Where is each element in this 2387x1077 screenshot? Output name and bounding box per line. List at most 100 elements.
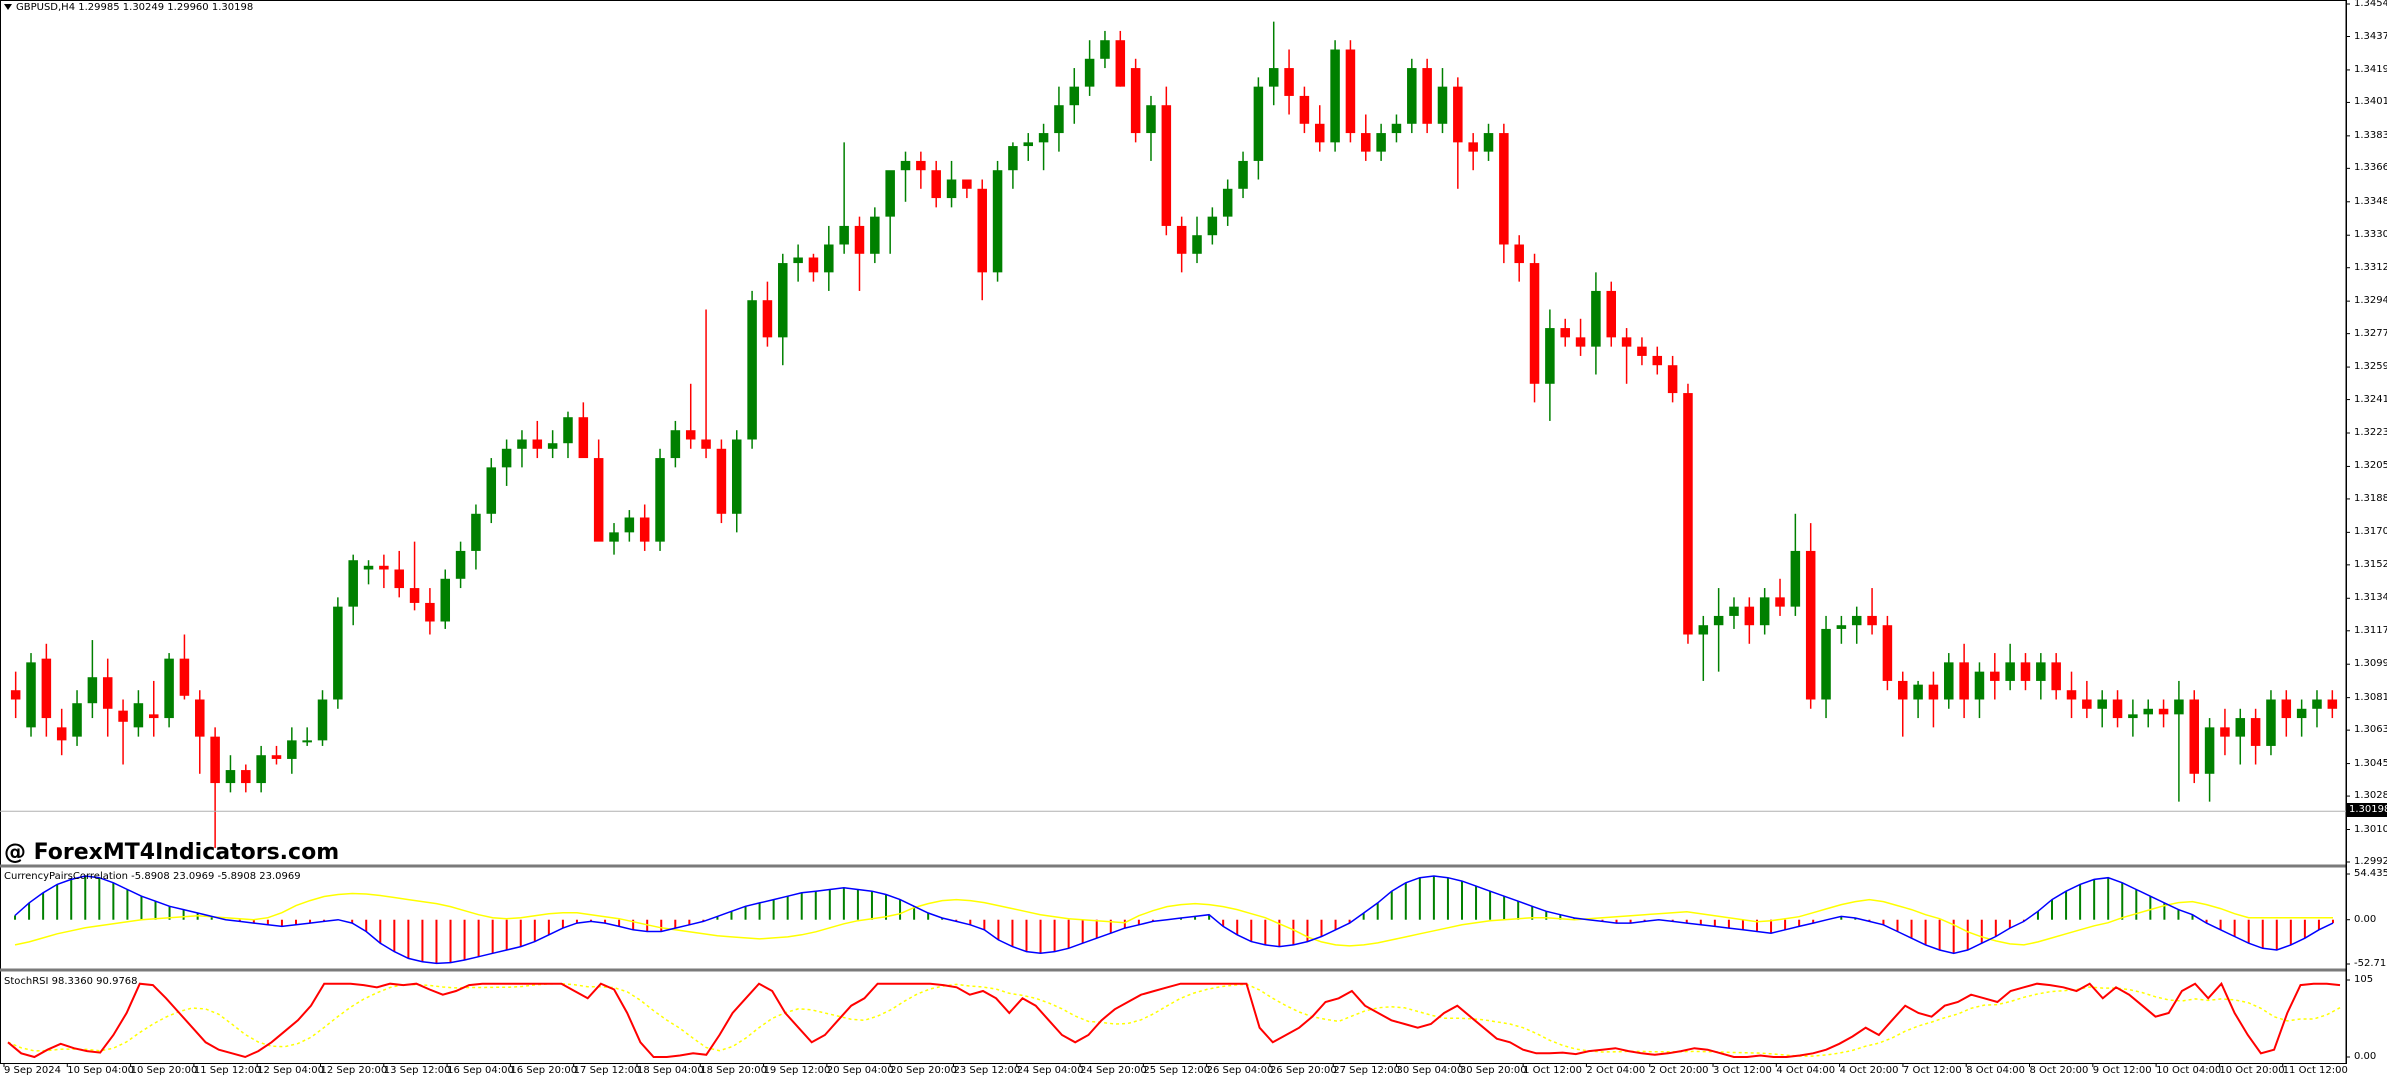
bear-candle bbox=[762, 300, 773, 338]
bull-candle bbox=[824, 244, 834, 273]
time-axis-label: 9 Sep 2024 bbox=[4, 1065, 62, 1076]
price-axis-label: 1.32055 bbox=[2354, 460, 2387, 472]
bear-candle bbox=[1606, 290, 1617, 338]
bull-candle bbox=[2005, 662, 2015, 681]
bull-candle bbox=[317, 699, 328, 741]
time-axis-label: 26 Sep 04:00 bbox=[1206, 1065, 1274, 1076]
bull-candle bbox=[2204, 727, 2215, 774]
bear-candle bbox=[2112, 699, 2123, 719]
time-axis-label: 8 Oct 20:00 bbox=[2029, 1065, 2089, 1076]
bull-candle bbox=[1222, 188, 1233, 217]
time-axis-label: 30 Sep 04:00 bbox=[1396, 1065, 1464, 1076]
bull-candle bbox=[256, 755, 266, 784]
bull-candle bbox=[870, 216, 880, 254]
time-axis-label: 26 Sep 20:00 bbox=[1269, 1065, 1337, 1076]
time-axis-label: 23 Sep 12:00 bbox=[953, 1065, 1021, 1076]
bear-candle bbox=[2020, 662, 2031, 681]
price-axis-label: 1.34015 bbox=[2354, 96, 2387, 108]
bear-candle bbox=[2220, 727, 2230, 737]
price-axis-label: 1.30635 bbox=[2354, 724, 2387, 736]
bear-candle bbox=[1314, 123, 1325, 143]
bull-candle bbox=[2266, 699, 2276, 746]
bear-candle bbox=[1667, 365, 1678, 394]
bear-candle bbox=[2281, 699, 2292, 719]
bull-candle bbox=[1591, 290, 1601, 347]
bear-candle bbox=[1453, 86, 1463, 143]
bear-candle bbox=[639, 517, 650, 542]
bear-candle bbox=[2158, 708, 2169, 715]
correlation-yellow-line bbox=[14, 892, 2333, 947]
bull-candle bbox=[547, 443, 558, 449]
bull-candle bbox=[1084, 58, 1095, 87]
bull-candle bbox=[1790, 550, 1801, 607]
bull-candle bbox=[1100, 40, 1110, 59]
bull-candle bbox=[563, 417, 573, 444]
bull-candle bbox=[363, 565, 374, 570]
price-axis-label: 1.31345 bbox=[2354, 592, 2387, 604]
bull-candle bbox=[1836, 625, 1847, 629]
bear-candle bbox=[916, 160, 926, 171]
bear-candle bbox=[1683, 393, 1693, 635]
bull-candle bbox=[72, 703, 82, 737]
time-axis-label: 1 Oct 12:00 bbox=[1523, 1065, 1582, 1076]
bull-candle bbox=[287, 740, 297, 759]
bear-candle bbox=[1284, 68, 1294, 96]
bear-candle bbox=[1161, 105, 1172, 226]
bear-candle bbox=[1805, 550, 1816, 700]
bear-candle bbox=[1928, 684, 1939, 700]
bull-candle bbox=[1391, 123, 1402, 134]
bear-candle bbox=[854, 225, 865, 254]
time-axis-label: 18 Sep 20:00 bbox=[700, 1065, 768, 1076]
bull-candle bbox=[1713, 615, 1724, 626]
bull-candle bbox=[1268, 68, 1279, 87]
bull-candle bbox=[747, 300, 757, 440]
time-axis-label: 10 Sep 20:00 bbox=[130, 1065, 198, 1076]
price-axis-label: 1.30455 bbox=[2354, 757, 2387, 769]
bear-candle bbox=[1867, 615, 1877, 626]
bear-candle bbox=[1990, 671, 2000, 681]
bull-candle bbox=[1913, 684, 1923, 700]
price-axis-label: 1.32415 bbox=[2354, 393, 2387, 405]
price-axis-label: 1.31880 bbox=[2354, 492, 2387, 504]
bull-candle bbox=[1330, 49, 1340, 143]
time-axis-label: 17 Sep 12:00 bbox=[573, 1065, 641, 1076]
time-axis-label: 10 Oct 20:00 bbox=[2219, 1065, 2285, 1076]
bear-candle bbox=[1130, 68, 1141, 134]
bull-candle bbox=[1407, 68, 1417, 124]
bull-candle bbox=[946, 179, 957, 199]
bear-candle bbox=[1176, 225, 1187, 254]
bull-candle bbox=[486, 467, 497, 514]
bull-candle bbox=[225, 770, 236, 784]
stochrsi-label: StochRSI 98.3360 90.9768 bbox=[4, 976, 138, 987]
bear-candle bbox=[685, 430, 696, 440]
bull-candle bbox=[900, 160, 911, 171]
bear-candle bbox=[701, 439, 711, 449]
bull-candle bbox=[1821, 628, 1831, 700]
price-axis-label: 1.33300 bbox=[2354, 229, 2387, 241]
time-axis-label: 2 Oct 04:00 bbox=[1586, 1065, 1646, 1076]
dropdown-triangle-icon[interactable] bbox=[4, 4, 12, 10]
bull-candle bbox=[839, 225, 849, 245]
bear-candle bbox=[195, 699, 205, 737]
time-axis-label: 19 Sep 12:00 bbox=[763, 1065, 831, 1076]
bear-candle bbox=[931, 170, 941, 199]
price-axis-label: 1.32235 bbox=[2354, 427, 2387, 438]
bear-candle bbox=[1514, 244, 1524, 264]
stochrsi-axis-label: 105 bbox=[2354, 974, 2374, 985]
bull-candle bbox=[1944, 662, 1954, 700]
time-axis-label: 4 Oct 04:00 bbox=[1776, 1065, 1836, 1076]
bear-candle bbox=[1499, 133, 1509, 245]
bear-candle bbox=[1744, 606, 1755, 626]
bear-candle bbox=[2082, 699, 2092, 709]
time-axis-label: 8 Oct 04:00 bbox=[1966, 1065, 2026, 1076]
watermark: @ ForexMT4Indicators.com bbox=[4, 840, 340, 865]
bull-candle bbox=[1974, 671, 1985, 700]
bear-candle bbox=[379, 565, 389, 570]
price-axis-label: 1.30100 bbox=[2354, 823, 2387, 835]
bear-candle bbox=[1637, 346, 1647, 356]
bear-candle bbox=[2066, 690, 2077, 700]
bull-candle bbox=[1698, 625, 1709, 635]
bear-candle bbox=[716, 448, 727, 514]
